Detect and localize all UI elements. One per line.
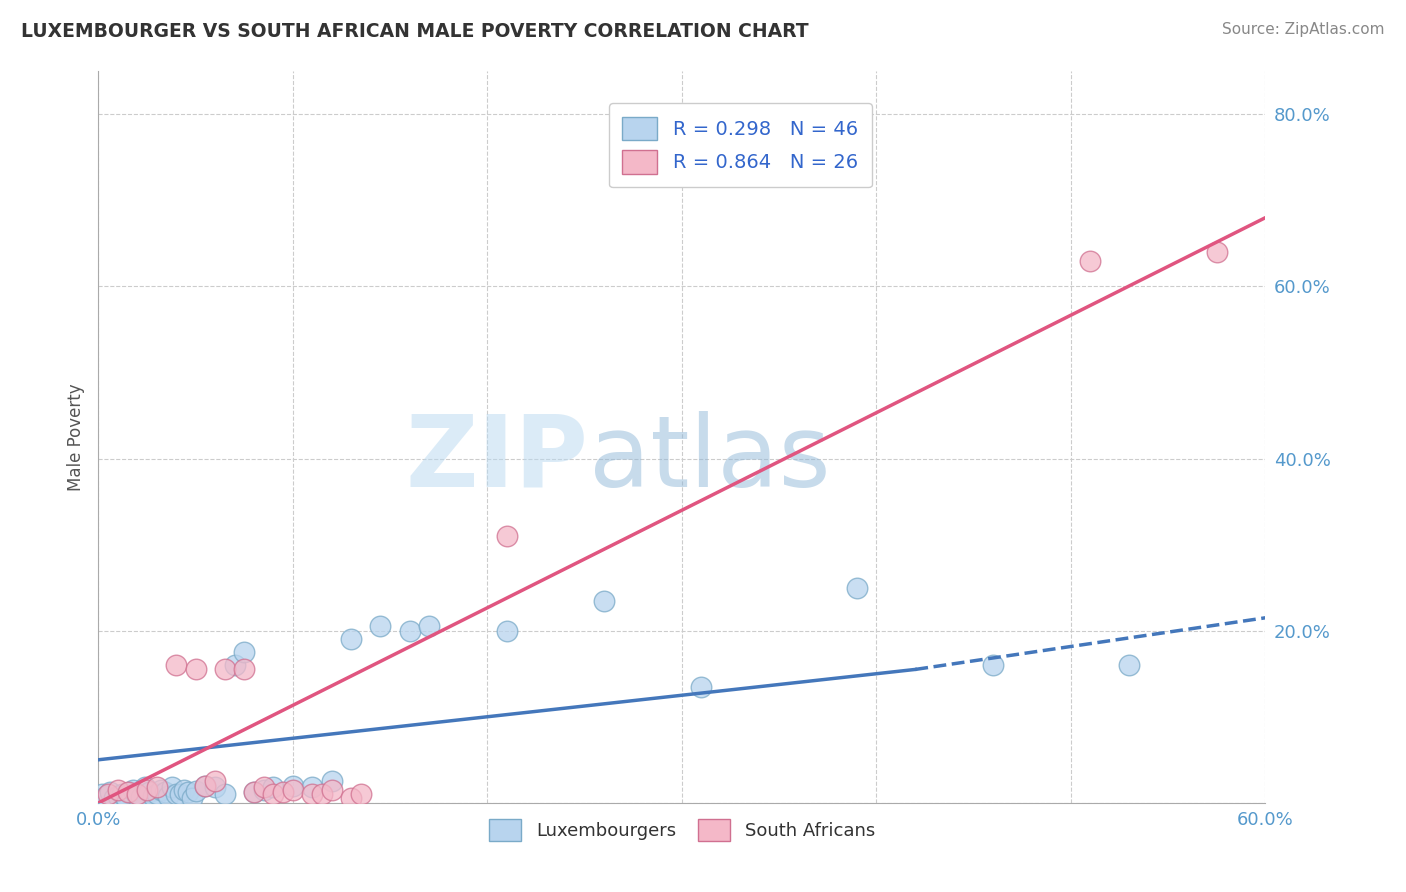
Point	[311, 787, 333, 801]
Point	[142, 789, 165, 803]
Point	[103, 791, 125, 805]
Point	[162, 780, 184, 795]
Point	[117, 785, 139, 799]
Point	[1080, 253, 1102, 268]
Point	[271, 785, 294, 799]
Point	[111, 787, 134, 801]
Point	[496, 624, 519, 638]
Point	[233, 662, 256, 676]
Point	[321, 783, 343, 797]
Point	[146, 780, 169, 795]
Point	[340, 791, 363, 805]
Point	[194, 779, 217, 793]
Point	[281, 783, 304, 797]
Point	[146, 787, 169, 801]
Point	[149, 783, 172, 797]
Point	[281, 779, 304, 793]
Point	[321, 774, 343, 789]
Point	[204, 780, 226, 795]
Point	[243, 785, 266, 799]
Point	[180, 791, 202, 805]
Point	[204, 774, 226, 789]
Point	[184, 783, 207, 797]
Point	[114, 790, 136, 805]
Text: ZIP: ZIP	[406, 410, 589, 508]
Point	[846, 581, 869, 595]
Point	[233, 645, 256, 659]
Point	[127, 787, 149, 801]
Point	[690, 680, 713, 694]
Point	[253, 783, 276, 797]
Point	[127, 789, 149, 803]
Point	[157, 789, 180, 803]
Point	[214, 662, 236, 676]
Point	[224, 658, 246, 673]
Point	[184, 662, 207, 676]
Point	[1118, 658, 1140, 673]
Text: Source: ZipAtlas.com: Source: ZipAtlas.com	[1222, 22, 1385, 37]
Point	[107, 783, 129, 797]
Point	[370, 619, 392, 633]
Point	[496, 529, 519, 543]
Point	[981, 658, 1004, 673]
Point	[96, 789, 118, 803]
Point	[118, 785, 141, 799]
Point	[301, 780, 323, 795]
Point	[91, 787, 114, 801]
Legend: Luxembourgers, South Africans: Luxembourgers, South Africans	[482, 812, 882, 848]
Text: atlas: atlas	[589, 410, 830, 508]
Point	[350, 787, 373, 801]
Point	[301, 787, 323, 801]
Y-axis label: Male Poverty: Male Poverty	[66, 384, 84, 491]
Point	[107, 789, 129, 803]
Point	[136, 783, 159, 797]
Text: LUXEMBOURGER VS SOUTH AFRICAN MALE POVERTY CORRELATION CHART: LUXEMBOURGER VS SOUTH AFRICAN MALE POVER…	[21, 22, 808, 41]
Point	[262, 780, 284, 795]
Point	[593, 593, 616, 607]
Point	[214, 787, 236, 801]
Point	[340, 632, 363, 647]
Point	[194, 779, 217, 793]
Point	[262, 787, 284, 801]
Point	[177, 785, 200, 799]
Point	[165, 658, 187, 673]
Point	[129, 789, 152, 804]
Point	[169, 787, 191, 801]
Point	[97, 787, 120, 801]
Point	[122, 783, 145, 797]
Point	[1205, 245, 1227, 260]
Point	[243, 785, 266, 799]
Point	[418, 619, 440, 633]
Point	[134, 780, 156, 795]
Point	[846, 150, 869, 164]
Point	[138, 785, 160, 799]
Point	[173, 783, 195, 797]
Point	[253, 780, 276, 795]
Point	[98, 785, 121, 799]
Point	[153, 785, 176, 799]
Point	[398, 624, 420, 638]
Point	[165, 787, 187, 801]
